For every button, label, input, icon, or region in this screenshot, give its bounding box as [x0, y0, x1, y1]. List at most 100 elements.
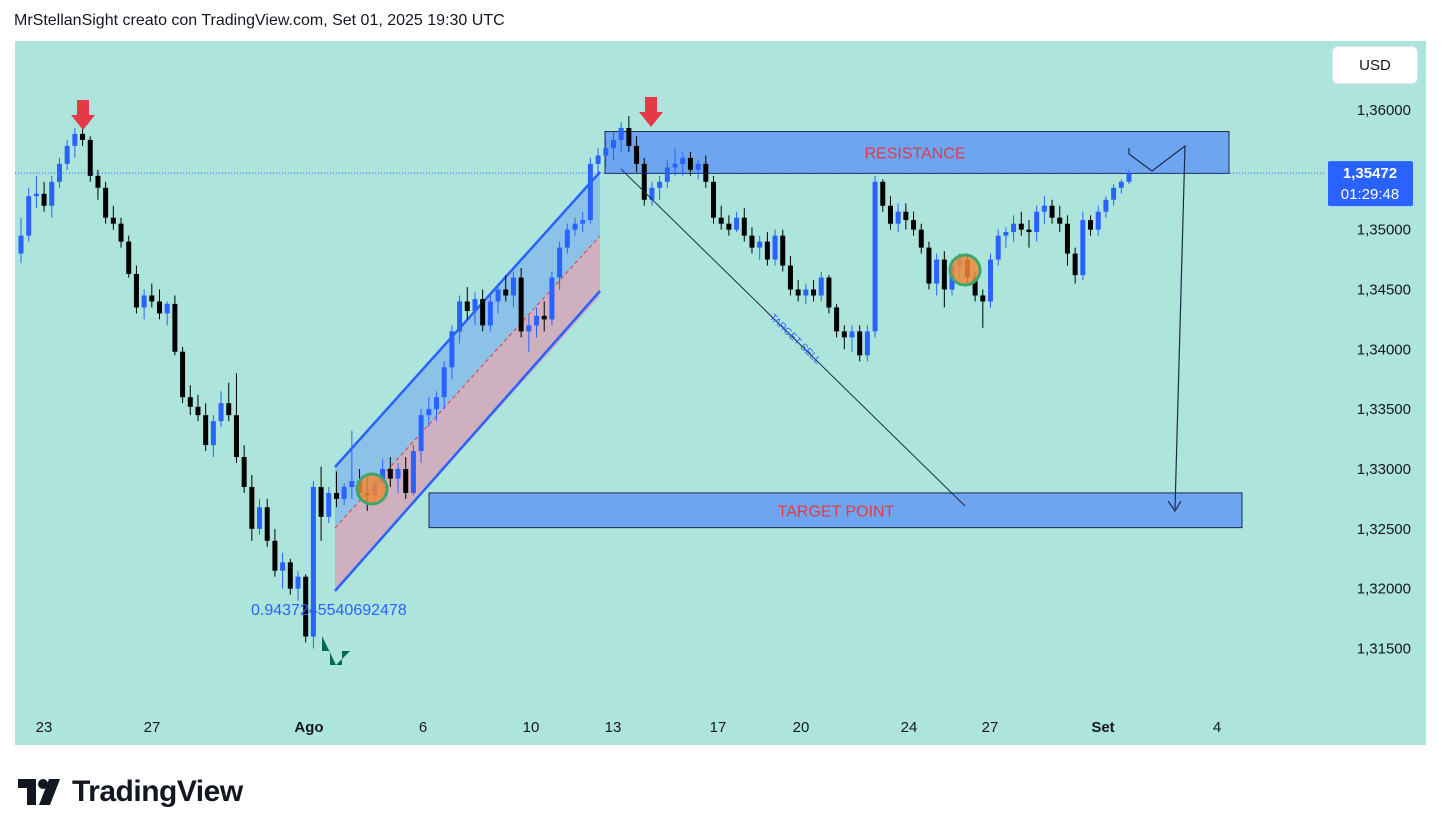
candle-body	[980, 295, 986, 302]
x-tick-label: 24	[901, 719, 918, 736]
candle-body	[341, 486, 347, 499]
candle	[195, 394, 201, 422]
candle	[818, 271, 824, 302]
candle-body	[718, 217, 724, 224]
candle	[880, 179, 886, 212]
candle-body	[564, 229, 570, 248]
candle	[87, 136, 93, 182]
candle	[241, 445, 247, 493]
candle	[426, 397, 432, 428]
candle-body	[26, 196, 32, 236]
candle	[680, 151, 686, 176]
candle-body	[1072, 253, 1078, 276]
candle	[1026, 220, 1032, 248]
candle-body	[310, 486, 316, 637]
candle-body	[264, 507, 270, 541]
tradingview-logo-icon	[18, 779, 60, 805]
candle	[826, 275, 832, 314]
ascending-channel	[334, 171, 601, 592]
candle	[272, 528, 278, 577]
y-tick-label: 1,33000	[1357, 461, 1411, 478]
candle	[995, 229, 1001, 266]
candle-body	[1049, 205, 1055, 218]
candle	[626, 115, 632, 152]
candle-body	[164, 303, 170, 314]
candle-body	[941, 259, 947, 290]
resistance-label: RESISTANCE	[864, 145, 965, 162]
fib-value-label: 0.9437245540692478	[251, 602, 407, 619]
candle	[103, 181, 109, 224]
candlestick-chart: RESISTANCE TARGET POINT TARGET SELL 0.943…	[15, 97, 1413, 736]
candle-body	[418, 415, 424, 452]
y-tick-label: 1,35000	[1357, 222, 1411, 239]
projection-path	[1128, 144, 1186, 510]
y-tick-label: 1,32000	[1357, 581, 1411, 598]
candle-body	[464, 301, 470, 312]
candle-body	[249, 486, 255, 529]
candle	[934, 253, 940, 296]
candle	[1034, 205, 1040, 242]
candle	[233, 373, 239, 464]
candle	[187, 385, 193, 416]
resistance-box[interactable]	[604, 131, 1230, 174]
candle-body	[41, 193, 47, 206]
candle	[1111, 184, 1117, 206]
candle-body	[87, 139, 93, 176]
candle	[1011, 215, 1017, 242]
candle-body	[526, 325, 532, 332]
sell-arrow-marker	[71, 100, 95, 130]
candle	[464, 287, 470, 320]
candle-body	[380, 469, 386, 484]
candle-body	[587, 163, 593, 221]
candle-body	[726, 223, 732, 230]
candle-body	[972, 277, 978, 296]
candle	[287, 558, 293, 595]
candle	[757, 235, 763, 260]
candle	[149, 283, 155, 308]
target-sell-line	[620, 168, 966, 507]
candle-body	[126, 241, 132, 274]
candle-body	[395, 469, 401, 479]
candle	[572, 217, 578, 236]
candle	[864, 325, 870, 362]
candle	[249, 474, 255, 541]
candle-body	[595, 155, 601, 164]
candle-body	[472, 299, 478, 312]
candle-body	[903, 211, 909, 221]
candle-body	[795, 289, 801, 296]
candle-body	[995, 235, 1001, 260]
candle	[549, 271, 555, 326]
candle	[164, 301, 170, 326]
candle	[780, 229, 786, 272]
candle-body	[1080, 220, 1086, 276]
candle-body	[749, 235, 755, 248]
chart-area[interactable]: RESISTANCE TARGET POINT TARGET SELL 0.943…	[15, 41, 1426, 745]
candle	[441, 361, 447, 410]
candle	[1088, 215, 1094, 236]
candle	[534, 307, 540, 338]
candle	[72, 127, 78, 158]
candle-body	[895, 211, 901, 224]
candle-body	[849, 331, 855, 338]
candle	[110, 205, 116, 230]
target-point-box[interactable]	[428, 492, 1243, 529]
candle-body	[303, 576, 309, 637]
candle-body	[72, 133, 78, 146]
candle-body	[872, 181, 878, 332]
candle-body	[80, 133, 86, 140]
candle	[541, 301, 547, 332]
candle-body	[180, 351, 186, 398]
candle-body	[280, 562, 286, 571]
candle	[980, 289, 986, 328]
candle-body	[1118, 181, 1124, 188]
candle-body	[480, 299, 486, 326]
candle-body	[887, 205, 893, 224]
candle-body	[764, 241, 770, 260]
candle-body	[672, 163, 678, 168]
candle	[403, 457, 409, 499]
candle	[887, 196, 893, 230]
currency-button[interactable]: USD	[1333, 47, 1417, 83]
candle	[734, 211, 740, 233]
candle	[941, 251, 947, 308]
candle-body	[803, 289, 809, 296]
